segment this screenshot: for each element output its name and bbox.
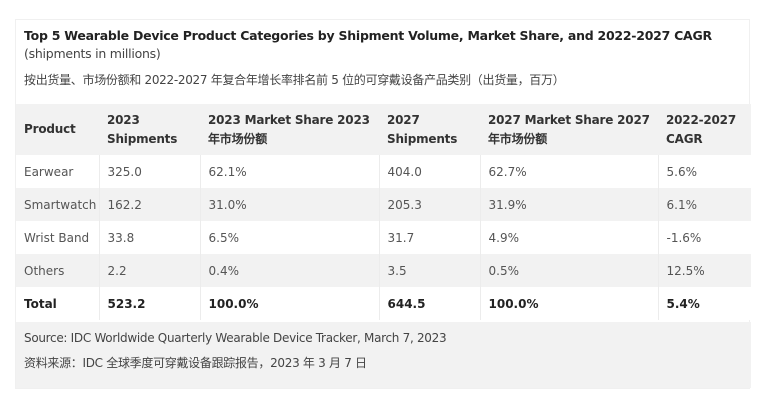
cell-total-cagr: 5.4%: [657, 287, 751, 320]
header-2027-market-share: 2027 Market Share 2027 年市场份额: [480, 104, 658, 155]
data-table: Product 2023 Shipments 2023 Market Share…: [16, 104, 751, 320]
cell-2027-share: 0.5%: [479, 254, 658, 287]
cell-2027-shipments: 205.3: [378, 188, 480, 221]
cell-total-2027-shipments: 644.5: [378, 287, 480, 320]
cell-2023-share: 31.0%: [199, 188, 379, 221]
cell-2027-shipments: 404.0: [378, 155, 480, 188]
table-row: Wrist Band 33.8 6.5% 31.7 4.9% -1.6%: [16, 221, 751, 254]
cell-2027-share: 31.9%: [479, 188, 658, 221]
table-row: Earwear 325.0 62.1% 404.0 62.7% 5.6%: [16, 155, 751, 188]
header-2023-market-share: 2023 Market Share 2023 年市场份额: [200, 104, 379, 155]
cell-2023-shipments: 325.0: [98, 155, 200, 188]
cell-product: Others: [16, 254, 99, 287]
source-footer: Source: IDC Worldwide Quarterly Wearable…: [16, 322, 751, 388]
cell-product: Earwear: [16, 155, 99, 188]
cell-total-label: Total: [16, 287, 99, 320]
header-2023-shipments: 2023 Shipments: [99, 104, 200, 155]
cell-product: Wrist Band: [16, 221, 99, 254]
header-product: Product: [16, 104, 99, 155]
cell-2027-share: 62.7%: [479, 155, 658, 188]
cell-cagr: -1.6%: [657, 221, 751, 254]
table-title: Top 5 Wearable Device Product Categories…: [24, 27, 741, 63]
table-title-units: (shipments in millions): [24, 46, 161, 61]
cell-cagr: 12.5%: [657, 254, 751, 287]
cell-2023-shipments: 2.2: [98, 254, 200, 287]
cell-2023-share: 6.5%: [199, 221, 379, 254]
table-card: Top 5 Wearable Device Product Categories…: [15, 19, 751, 389]
cell-cagr: 6.1%: [657, 188, 751, 221]
cell-2027-share: 4.9%: [479, 221, 658, 254]
cell-total-2027-share: 100.0%: [479, 287, 658, 320]
table-row: Smartwatch 162.2 31.0% 205.3 31.9% 6.1%: [16, 188, 751, 221]
table-row: Others 2.2 0.4% 3.5 0.5% 12.5%: [16, 254, 751, 287]
table-header-row: Product 2023 Shipments 2023 Market Share…: [16, 104, 751, 155]
cell-2027-shipments: 3.5: [378, 254, 480, 287]
header-2027-shipments: 2027 Shipments: [379, 104, 480, 155]
cell-2023-shipments: 162.2: [98, 188, 200, 221]
cell-2023-share: 0.4%: [199, 254, 379, 287]
cell-total-2023-shipments: 523.2: [98, 287, 200, 320]
title-block: Top 5 Wearable Device Product Categories…: [16, 20, 749, 88]
table-total-row: Total 523.2 100.0% 644.5 100.0% 5.4%: [16, 287, 751, 320]
cell-product: Smartwatch: [16, 188, 99, 221]
cell-cagr: 5.6%: [657, 155, 751, 188]
source-english: Source: IDC Worldwide Quarterly Wearable…: [24, 331, 447, 345]
cell-total-2023-share: 100.0%: [199, 287, 379, 320]
source-chinese: 资料来源：IDC 全球季度可穿戴设备跟踪报告，2023 年 3 月 7 日: [24, 356, 367, 370]
table-title-bold: Top 5 Wearable Device Product Categories…: [24, 28, 712, 43]
table-subtitle-chinese: 按出货量、市场份额和 2022-2027 年复合年增长率排名前 5 位的可穿戴设…: [24, 73, 565, 87]
cell-2027-shipments: 31.7: [378, 221, 480, 254]
cell-2023-share: 62.1%: [199, 155, 379, 188]
cell-2023-shipments: 33.8: [98, 221, 200, 254]
header-cagr: 2022-2027 CAGR: [658, 104, 751, 155]
